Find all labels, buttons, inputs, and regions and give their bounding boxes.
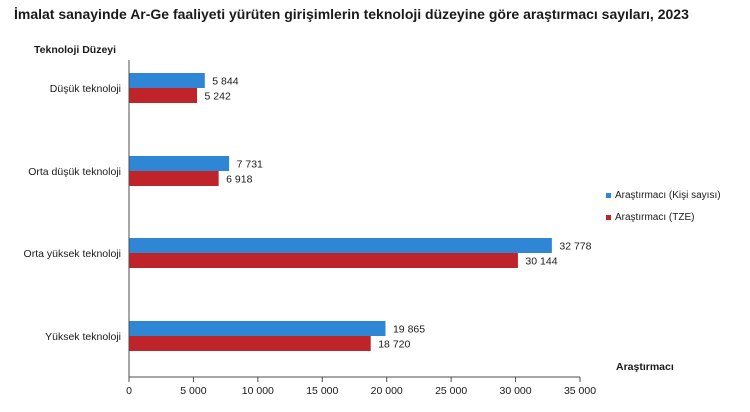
chart-title: İmalat sanayinde Ar-Ge faaliyeti yürüten… bbox=[14, 6, 689, 22]
data-label: 18 720 bbox=[378, 339, 410, 351]
data-label: 19 865 bbox=[393, 324, 425, 336]
data-label: 7 731 bbox=[237, 159, 263, 171]
bar-kisi bbox=[129, 321, 386, 336]
data-label: 32 778 bbox=[559, 241, 591, 253]
bar-tze bbox=[129, 171, 219, 186]
value-axis-title: Araştırmacı bbox=[616, 361, 674, 373]
category-axis-title: Teknoloji Düzeyi bbox=[34, 44, 116, 56]
x-tick-label: 15 000 bbox=[306, 385, 338, 397]
legend-swatch bbox=[606, 215, 611, 220]
x-tick-label: 30 000 bbox=[500, 385, 532, 397]
category-label: Orta yüksek teknoloji bbox=[24, 248, 121, 260]
bar-kisi bbox=[129, 156, 230, 171]
data-label: 5 242 bbox=[205, 91, 231, 103]
category-label: Düşük teknoloji bbox=[50, 83, 121, 95]
data-label: 30 144 bbox=[525, 256, 557, 268]
legend-swatch bbox=[606, 193, 611, 198]
bar-tze bbox=[129, 336, 371, 351]
bar-tze bbox=[129, 253, 518, 268]
bar-kisi bbox=[129, 238, 552, 253]
x-tick-label: 10 000 bbox=[242, 385, 274, 397]
x-tick-label: 35 000 bbox=[564, 385, 596, 397]
x-tick-label: 0 bbox=[126, 385, 132, 397]
category-label: Yüksek teknoloji bbox=[45, 331, 121, 343]
x-tick-label: 20 000 bbox=[371, 385, 403, 397]
data-label: 5 844 bbox=[212, 76, 238, 88]
bar-tze bbox=[129, 88, 198, 103]
bars-group: Düşük teknoloji 5 844 5 242 Orta düşük tekn… bbox=[24, 73, 592, 351]
x-ticks-group: 0 5 000 10 000 15 000 20 000 25 000 30 000 35 0… bbox=[126, 377, 596, 397]
bar-kisi bbox=[129, 73, 205, 88]
x-tick-label: 25 000 bbox=[435, 385, 467, 397]
legend-entry: Araştırmacı (Kişi sayısı) bbox=[615, 190, 721, 201]
legend: Araştırmacı (Kişi sayısı) Araştırmacı (TZ… bbox=[606, 190, 721, 223]
data-label: 6 918 bbox=[226, 174, 252, 186]
category-label: Orta düşük teknoloji bbox=[28, 166, 121, 178]
legend-entry: Araştırmacı (TZE) bbox=[615, 212, 694, 223]
x-tick-label: 5 000 bbox=[180, 385, 206, 397]
